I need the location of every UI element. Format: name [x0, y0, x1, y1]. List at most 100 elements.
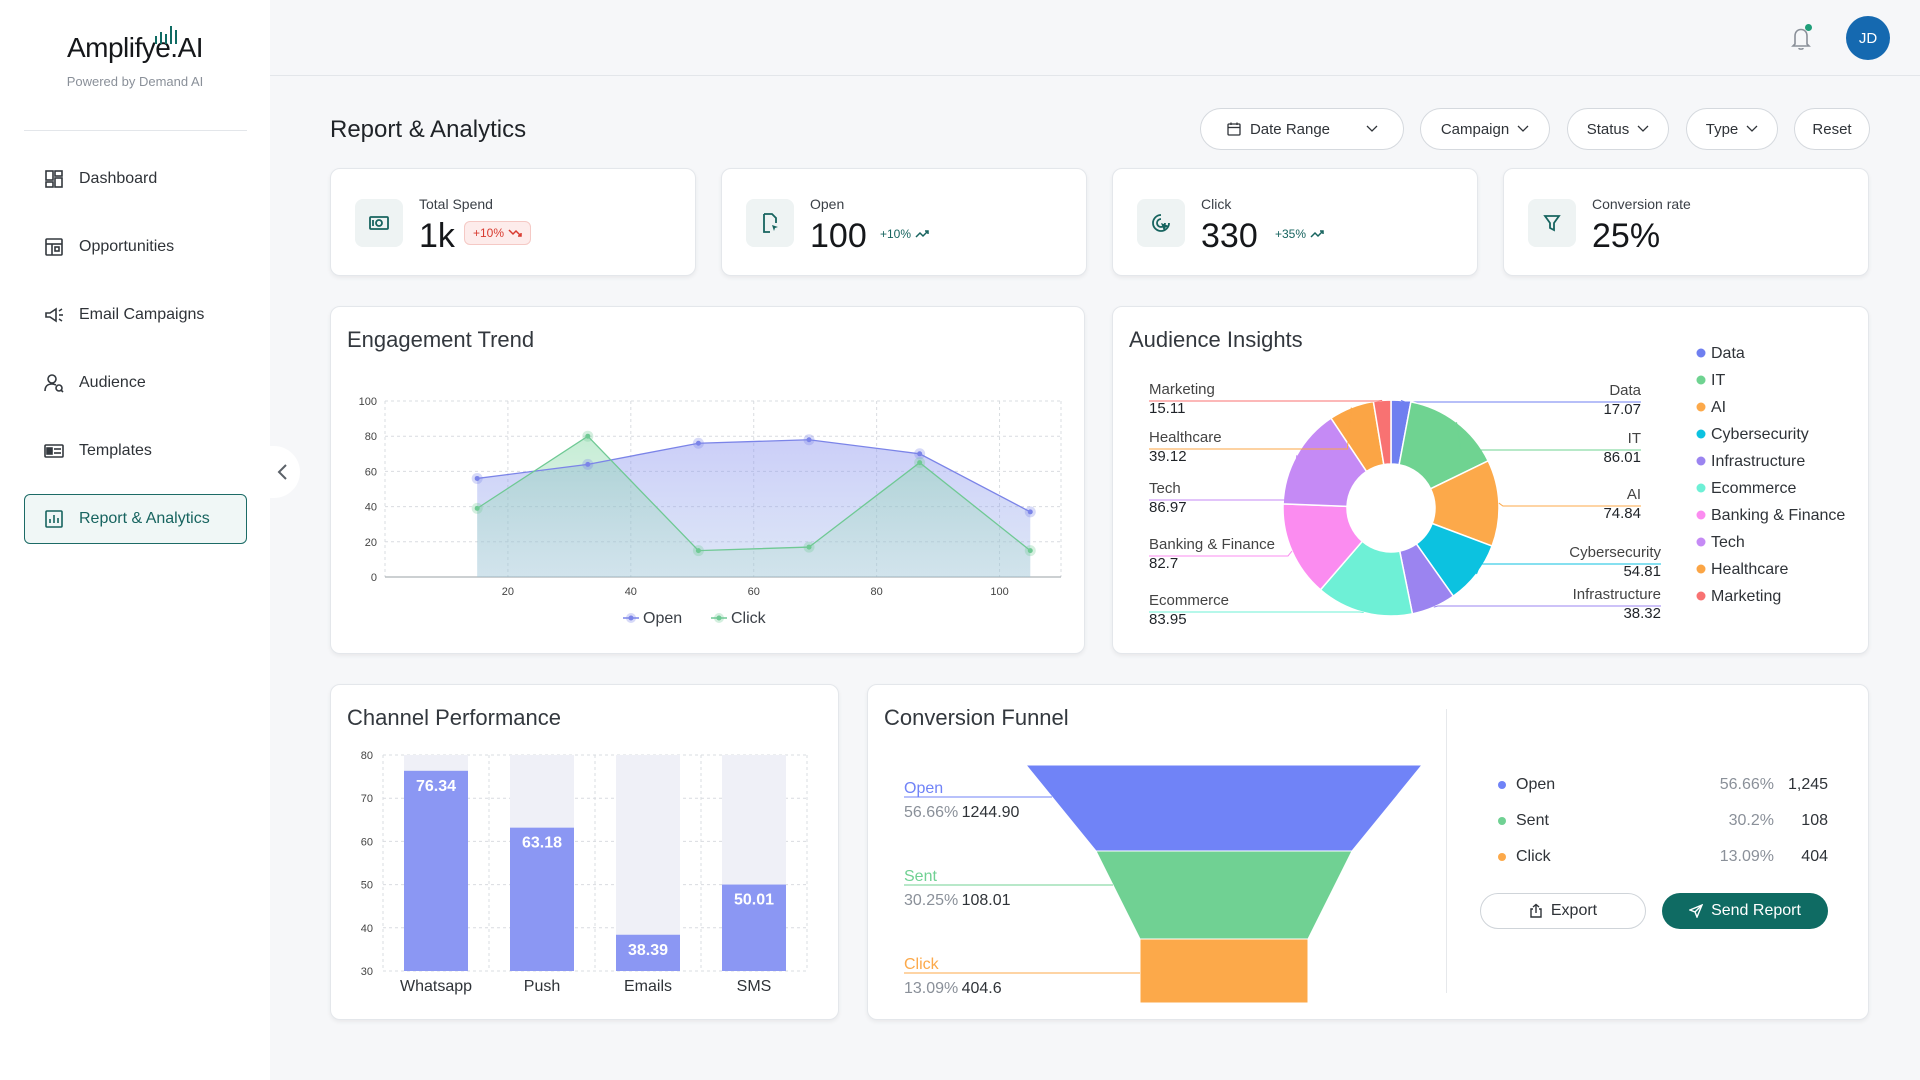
brand-name: Amplifye.AI — [66, 32, 204, 63]
y-tick-label: 20 — [365, 537, 377, 549]
data-point — [474, 475, 480, 481]
collapse-sidebar-button[interactable] — [266, 446, 300, 498]
sidebar-item-label: Audience — [79, 374, 146, 391]
status-filter[interactable]: Status — [1567, 108, 1669, 150]
type-filter[interactable]: Type — [1686, 108, 1778, 150]
card-title: Channel Performance — [347, 705, 562, 730]
data-point — [917, 460, 923, 466]
legend-dot — [1696, 348, 1706, 358]
slice-label: Data — [1609, 382, 1641, 399]
sidebar-item-dashboard[interactable]: Dashboard — [24, 154, 247, 204]
audience-insights-chart: Data 17.07 IT 86.01 AI 74.84 Cybersecurity 54.8… — [1149, 345, 1845, 628]
funnel-stage-value: 1244.90 — [962, 804, 1020, 821]
funnel-legend-value: 108 — [1801, 812, 1828, 829]
legend-marker — [716, 615, 722, 621]
sidebar-item-label: Dashboard — [79, 170, 158, 187]
data-point — [695, 548, 701, 554]
date-range-filter[interactable]: Date Range — [1200, 108, 1404, 150]
channel-performance-chart: 30 40 50 60 70 80 76.34 Whatsapp 63.18 Push 38.39 E… — [361, 750, 808, 995]
conversion-funnel-card: Conversion Funnel Open 56.66% 1244.90 Sent 3… — [867, 684, 1869, 1020]
engagement-trend-chart: 0 20 40 60 80 100 20 40 60 80 100 Open Click — [359, 396, 1062, 627]
sidebar-item-label: Email Campaigns — [79, 306, 205, 323]
chevron-down-icon — [1517, 125, 1529, 132]
legend-dot — [1696, 537, 1706, 547]
export-button[interactable]: Export — [1480, 893, 1646, 929]
date-range-label: Date Range — [1249, 120, 1331, 138]
legend-dot — [1696, 375, 1706, 385]
funnel-stage-value: 108.01 — [962, 892, 1011, 909]
x-category-label: Whatsapp — [400, 978, 472, 995]
slice-value: 83.95 — [1149, 611, 1187, 628]
stat-delta-value: +35% — [1275, 227, 1307, 241]
series-line-click — [476, 435, 1031, 552]
stat-delta-badge: +10% — [880, 227, 929, 241]
user-avatar[interactable]: JD — [1846, 16, 1890, 60]
sidebar-item-email-campaigns[interactable]: Email Campaigns — [24, 290, 247, 340]
leader-line — [1149, 407, 1352, 450]
brand-logo[interactable]: Amplifye.AI Powered by Demand AI — [0, 26, 270, 89]
x-tick-label: 20 — [502, 586, 514, 598]
notification-button[interactable] — [1788, 24, 1814, 52]
sidebar-item-templates[interactable]: Templates — [24, 426, 247, 476]
stat-card-click: Click 330 +35% — [1112, 168, 1478, 276]
leader-line — [1149, 399, 1383, 402]
legend-label: Marketing — [1711, 588, 1781, 605]
notification-dot — [1805, 24, 1812, 31]
sidebar: Amplifye.AI Powered by Demand AI Dashboa… — [0, 0, 270, 1080]
card-title: Audience Insights — [1129, 327, 1303, 352]
slice-label: Healthcare — [1149, 429, 1222, 446]
trend-up-icon — [915, 230, 929, 238]
data-point — [806, 437, 812, 443]
sidebar-item-report-analytics[interactable]: Report & Analytics — [24, 494, 247, 544]
bar-push — [510, 827, 574, 971]
legend-dot — [1498, 853, 1506, 861]
data-point — [695, 440, 701, 446]
send-report-button[interactable]: Send Report — [1662, 893, 1828, 929]
data-point — [1027, 548, 1033, 554]
sidebar-item-audience[interactable]: Audience — [24, 358, 247, 408]
leader-line — [1149, 455, 1298, 501]
reset-button[interactable]: Reset — [1794, 108, 1870, 150]
y-tick-label: 80 — [361, 750, 373, 762]
funnel-stage-value: 404.6 — [962, 980, 1002, 997]
share-icon — [1530, 903, 1542, 918]
slice-label: Cybersecurity — [1569, 544, 1661, 561]
stat-value: 25% — [1592, 217, 1661, 255]
legend-label: Infrastructure — [1711, 453, 1805, 470]
funnel-legend-row-sent: Sent 30.2% 108 — [1498, 809, 1828, 833]
dashboard-icon — [45, 170, 63, 188]
sidebar-item-label: Templates — [79, 442, 152, 459]
sidebar-item-opportunities[interactable]: Opportunities — [24, 222, 247, 272]
legend-label: IT — [1711, 372, 1725, 389]
series-area-click — [477, 436, 1031, 577]
legend-dot — [1696, 402, 1706, 412]
slice-label: AI — [1627, 486, 1641, 503]
legend-label: Banking & Finance — [1711, 507, 1845, 524]
funnel-legend-value: 404 — [1801, 848, 1828, 865]
slice-value: 38.32 — [1623, 605, 1661, 622]
data-point — [917, 451, 923, 457]
funnel-legend-name: Open — [1516, 776, 1556, 793]
legend-dot — [1696, 483, 1706, 493]
slice-value: 54.81 — [1623, 563, 1661, 580]
click-target-icon — [1137, 199, 1185, 247]
funnel-legend-pct: 30.2% — [1728, 812, 1774, 829]
trend-down-icon — [508, 229, 522, 237]
y-tick-label: 60 — [365, 466, 377, 478]
filter-funnel-icon — [1528, 199, 1576, 247]
channel-performance-card: Channel Performance 30 40 50 60 70 80 76.34 Wha… — [330, 684, 839, 1020]
top-bar: JD — [270, 0, 1920, 76]
slice-value: 82.7 — [1149, 555, 1178, 572]
sidebar-nav: Dashboard Opportunities Email Campaigns … — [24, 154, 247, 562]
stat-value: 100 — [810, 217, 867, 255]
leader-line — [1476, 563, 1661, 575]
stat-delta-value: +10% — [880, 227, 912, 241]
stat-card-total-spend: Total Spend 1k +10% — [330, 168, 696, 276]
stat-value: 1k — [419, 217, 455, 255]
page-title: Report & Analytics — [330, 116, 527, 143]
bell-icon — [1791, 28, 1811, 50]
funnel-legend-pct: 13.09% — [1719, 848, 1774, 865]
stat-delta-badge: +10% — [464, 221, 532, 245]
bar-emails — [616, 934, 680, 971]
campaign-filter[interactable]: Campaign — [1420, 108, 1550, 150]
